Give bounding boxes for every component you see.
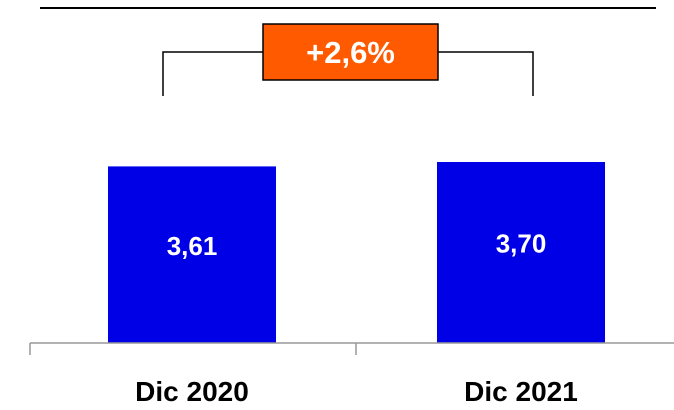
- bar-value-label: 3,70: [496, 228, 547, 258]
- bars: 3,61 3,70: [108, 162, 605, 343]
- bracket-right: [438, 51, 534, 96]
- category-labels: Dic 2020 Dic 2021: [135, 376, 578, 407]
- category-label: Dic 2021: [464, 376, 578, 407]
- bar-dic-2020: [108, 166, 276, 343]
- bracket-left: [162, 51, 263, 96]
- category-label: Dic 2020: [135, 376, 249, 407]
- x-axis: [29, 342, 674, 355]
- bar-dic-2021: [437, 162, 605, 343]
- bar-value-label: 3,61: [167, 231, 218, 261]
- change-bracket: [162, 51, 534, 96]
- change-badge-box: [262, 23, 439, 81]
- change-badge-text: +2,6%: [306, 35, 395, 70]
- change-badge: +2,6%: [262, 23, 439, 81]
